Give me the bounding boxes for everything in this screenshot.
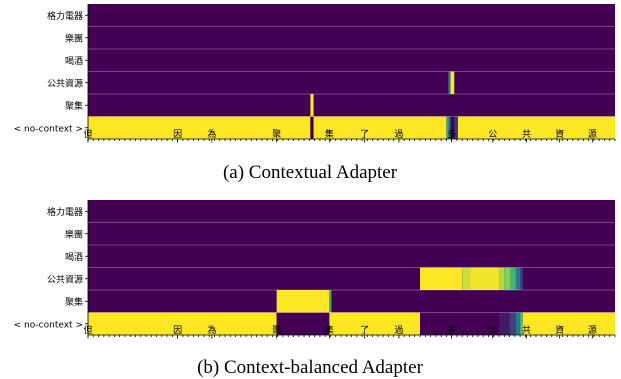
panel-caption: (a) Contextual Adapter (223, 162, 398, 183)
heatmap-cell (520, 312, 523, 335)
heatmap-cell (457, 116, 615, 139)
y-tick-label: 格力電器 (47, 206, 83, 218)
heatmap-cell (515, 312, 521, 335)
heatmap-cell (450, 116, 455, 139)
x-tick-label: 但 (83, 128, 92, 140)
y-tick-label: 聚集 (65, 296, 83, 308)
x-tick-label: 共 (522, 129, 531, 140)
x-tick-label: 為 (207, 324, 216, 336)
heatmap-cell (329, 290, 332, 313)
heatmap-cell (448, 71, 451, 94)
y-tick-label: < no-context > (14, 320, 83, 330)
x-tick-label: 資 (555, 324, 564, 336)
x-tick-label: 為 (207, 128, 216, 140)
y-tick-label: 樂團 (65, 228, 83, 240)
x-tick-label: 多 (447, 324, 456, 336)
heatmap-cell (446, 116, 449, 139)
y-tick-label: 喝酒 (65, 252, 83, 263)
x-tick-label: 聚 (272, 129, 281, 140)
x-tick-label: 公 (488, 325, 497, 336)
heatmap-cell (504, 267, 511, 290)
y-tick-label: 格力電器 (47, 10, 83, 22)
heatmap-cell (310, 116, 314, 139)
heatmap-cell (470, 267, 500, 290)
heatmap-cell (276, 312, 330, 335)
heatmap-cell (276, 290, 330, 313)
heatmap-cell (499, 312, 510, 335)
heatmap-cell (510, 267, 516, 290)
x-tick-label: 共 (522, 325, 531, 336)
x-tick-label: 了 (360, 325, 369, 336)
heatmap-cell (329, 312, 421, 335)
heatmap-cell (88, 116, 311, 139)
heatmap-cell (313, 116, 447, 139)
x-tick-label: 因 (173, 325, 182, 336)
x-tick-label: 集 (325, 324, 334, 336)
heatmap-panel-a: 格力電器樂團喝酒公共資源聚集< no-context >但因為聚集了過多公共資源… (14, 4, 616, 183)
y-tick-label: 樂團 (65, 32, 83, 44)
x-tick-label: 但 (83, 324, 92, 336)
heatmap-cell (454, 116, 458, 139)
x-tick-label: 多 (447, 128, 456, 140)
x-tick-label: 了 (360, 129, 369, 140)
y-tick-label: 聚集 (65, 100, 83, 112)
heatmap-cell (520, 267, 523, 290)
x-tick-label: 資 (555, 128, 564, 140)
panel-caption: (b) Context-balanced Adapter (197, 357, 423, 378)
x-tick-label: 過 (394, 129, 403, 140)
heatmap-panel-b: 格力電器樂團喝酒公共資源聚集< no-context >但因為聚集了過多公共資源… (14, 200, 616, 378)
y-tick-label: 公共資源 (47, 77, 83, 89)
heatmap-cell (509, 312, 516, 335)
heatmap-cell (522, 312, 615, 335)
heatmap-cell (462, 267, 471, 290)
heatmap-cell (450, 71, 455, 94)
heatmap-cell (310, 94, 314, 117)
heatmap-cell (88, 312, 277, 335)
x-tick-label: 源 (588, 129, 597, 140)
heatmap-cell (420, 267, 463, 290)
y-tick-label: 喝酒 (65, 56, 83, 67)
x-tick-label: 公 (488, 129, 497, 140)
y-tick-label: < no-context > (14, 124, 83, 134)
x-tick-label: 集 (325, 128, 334, 140)
heatmap-cell (448, 116, 451, 139)
heatmap-cell (499, 267, 505, 290)
heatmap-cell (515, 267, 521, 290)
x-tick-label: 過 (394, 325, 403, 336)
x-tick-label: 源 (588, 325, 597, 336)
y-tick-label: 公共資源 (47, 273, 83, 285)
heatmap-cell (420, 312, 500, 335)
x-tick-label: 因 (173, 129, 182, 140)
x-tick-label: 聚 (272, 325, 281, 336)
